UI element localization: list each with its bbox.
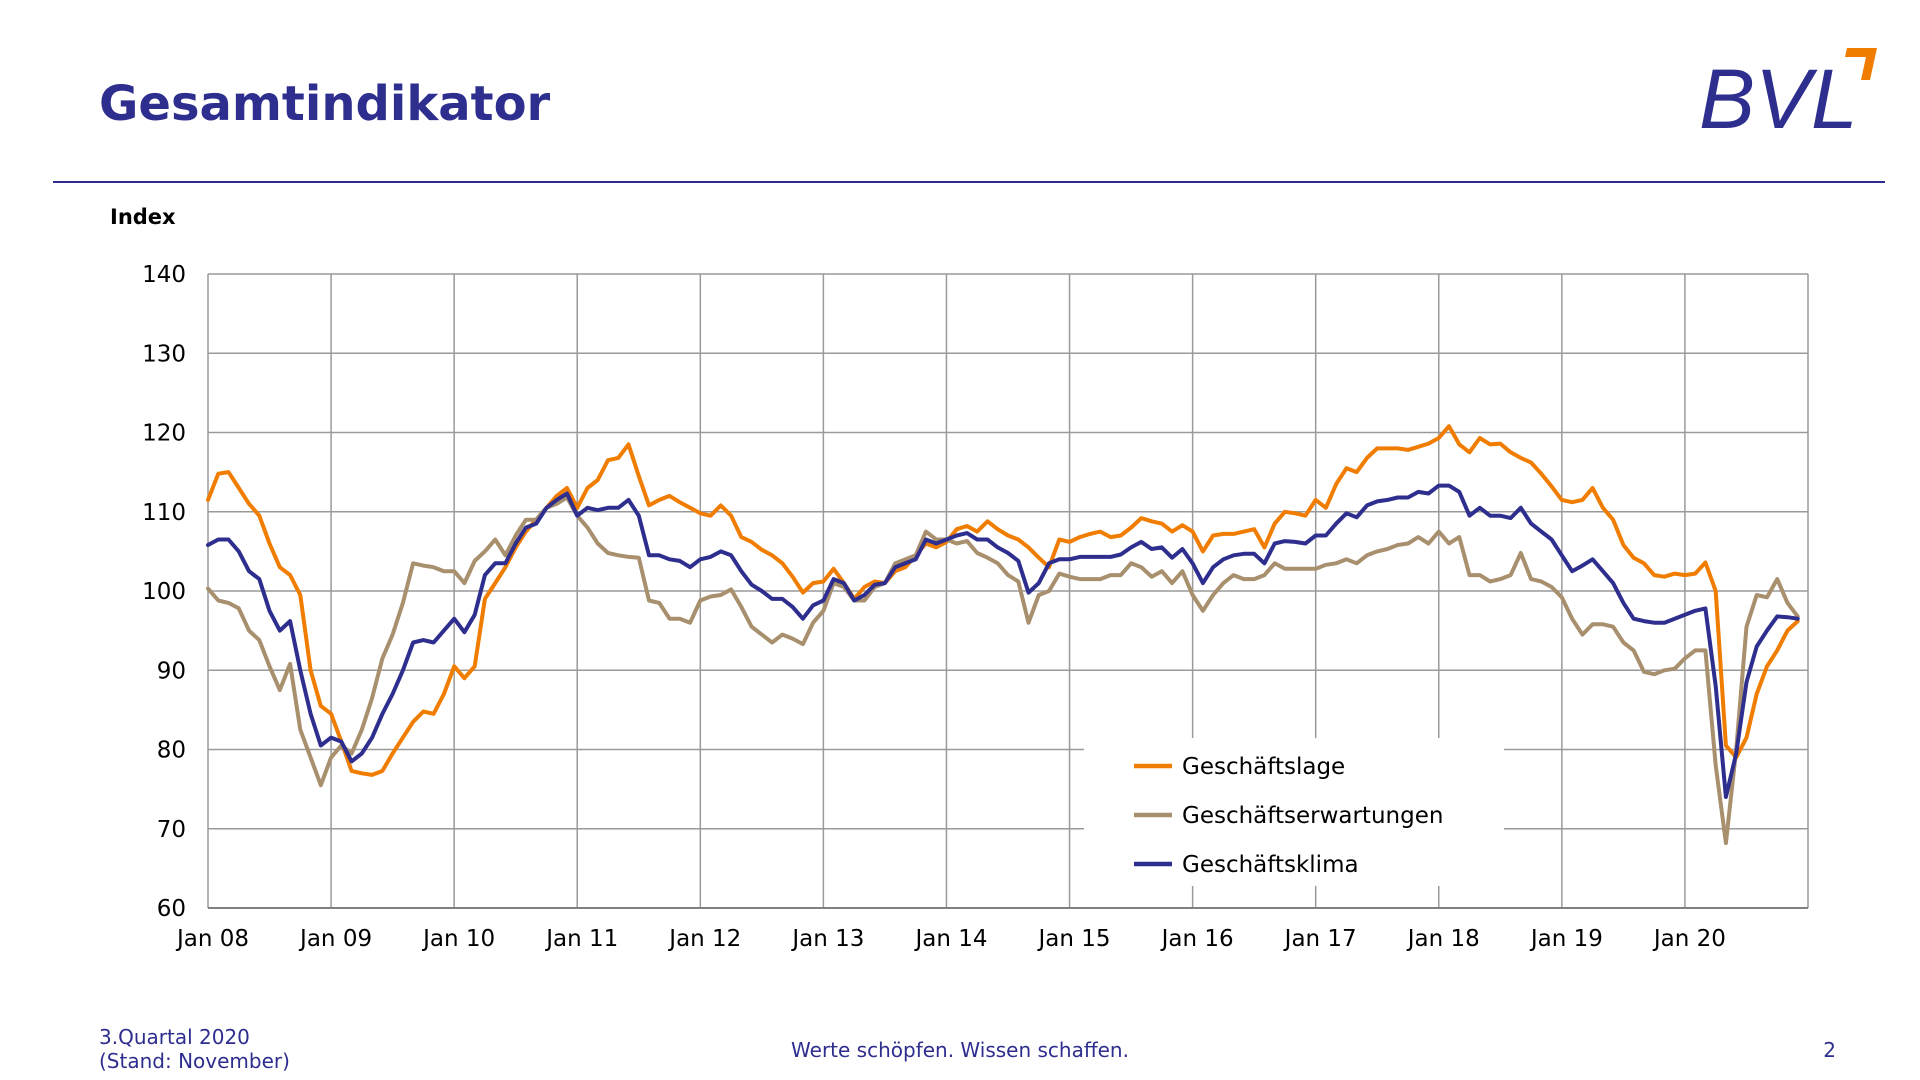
footer-status: (Stand: November) bbox=[99, 1049, 290, 1073]
x-tick-label: Jan 15 bbox=[1037, 926, 1111, 952]
footer-slogan: Werte schöpfen. Wissen schaffen. bbox=[791, 1038, 1129, 1062]
x-tick-label: Jan 09 bbox=[298, 926, 372, 952]
y-tick-label: 90 bbox=[157, 658, 186, 684]
footer-period: 3.Quartal 2020 (Stand: November) bbox=[99, 1025, 290, 1073]
y-tick-label: 120 bbox=[142, 421, 186, 447]
bvl-logo-text: BVL bbox=[1699, 52, 1858, 140]
x-tick-label: Jan 14 bbox=[913, 926, 987, 952]
y-tick-label: 110 bbox=[142, 500, 186, 526]
x-tick-label: Jan 10 bbox=[421, 926, 495, 952]
line-chart: 60 70 80 90 100 110 120 130 140 Jan 08 Jan 09 Jan 1… bbox=[110, 205, 1809, 952]
series-line-1 bbox=[206, 424, 1800, 777]
bvl-logo: BVL bbox=[1699, 48, 1877, 140]
legend-box bbox=[1084, 738, 1504, 886]
x-tick-label: Jan 13 bbox=[790, 926, 864, 952]
legend-label: Geschäftserwartungen bbox=[1182, 803, 1443, 829]
series-line-3 bbox=[206, 483, 1800, 799]
y-axis-label: Index bbox=[110, 205, 176, 229]
page-title: Gesamtindikator bbox=[99, 76, 551, 132]
bvl-logo-corner-mark bbox=[1845, 48, 1877, 80]
y-tick-label: 70 bbox=[157, 817, 186, 843]
x-tick-label: Jan 18 bbox=[1406, 926, 1480, 952]
x-tick-label: Jan 12 bbox=[667, 926, 741, 952]
x-tick-label: Jan 16 bbox=[1160, 926, 1234, 952]
y-tick-label: 80 bbox=[157, 738, 186, 764]
y-tick-label: 100 bbox=[142, 579, 186, 605]
x-tick-label: Jan 19 bbox=[1529, 926, 1603, 952]
page-number: 2 bbox=[1823, 1038, 1836, 1062]
x-tick-label: Jan 17 bbox=[1283, 926, 1357, 952]
legend-label: Geschäftsklima bbox=[1182, 852, 1359, 878]
x-tick-label: Jan 11 bbox=[544, 926, 618, 952]
y-tick-label: 60 bbox=[157, 896, 186, 922]
y-tick-label: 140 bbox=[142, 262, 186, 288]
series-line-2 bbox=[206, 495, 1800, 845]
y-tick-label: 130 bbox=[142, 341, 186, 367]
header-divider bbox=[53, 181, 1885, 183]
footer-quarter: 3.Quartal 2020 bbox=[99, 1025, 250, 1049]
x-tick-label: Jan 20 bbox=[1652, 926, 1726, 952]
legend-label: Geschäftslage bbox=[1182, 754, 1345, 780]
x-tick-label: Jan 08 bbox=[175, 926, 249, 952]
